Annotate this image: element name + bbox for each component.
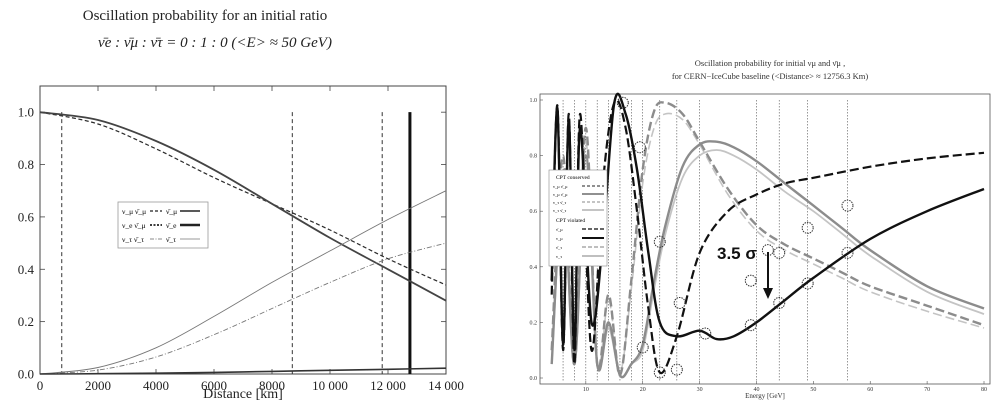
left-legend-row-1-alt: ν̄_μ: [166, 207, 177, 216]
right-circle-marker: [673, 296, 686, 309]
sigma-annotation: 3.5 σ: [717, 244, 757, 263]
right-x-tick-label: 40: [753, 387, 759, 393]
left-chart-title-line2: ν̄e : ν̄μ : ν̄τ = 0 : 1 : 0 (<E> ≈ 50 Ge…: [98, 35, 332, 51]
right-x-axis-label: Energy [GeV]: [745, 392, 785, 400]
left-y-tick-label: 0.4: [18, 262, 35, 277]
right-legend-entry-5: ν̄_μ: [556, 227, 563, 232]
left-plot-frame: [39, 85, 447, 375]
left-series-line-1: [39, 111, 447, 286]
right-x-tick-label: 50: [810, 387, 816, 393]
left-y-tick-label: 0.8: [18, 157, 34, 172]
left-series-line-4: [39, 242, 447, 375]
right-circle-marker: [773, 246, 786, 259]
right-y-tick-label: 1.0: [530, 98, 538, 104]
right-legend-entry-3: ν_τ ν̄_τ: [553, 200, 567, 205]
right-x-tick-label: 70: [924, 387, 930, 393]
right-chart-title-line1: Oscillation probability for initial νμ a…: [695, 58, 845, 68]
left-y-tick-label: 1.0: [18, 105, 34, 120]
right-y-tick-label: 0.6: [530, 209, 538, 215]
left-y-tick-label: 0.2: [18, 314, 34, 329]
right-circle-marker: [670, 363, 683, 376]
right-legend: CPT conserved ν_μ ν̄_μ ν_μ ν̄_μ ν_τ ν̄_τ…: [548, 169, 608, 267]
left-x-tick-label: 12 000: [370, 378, 406, 393]
left-x-tick-label: 0: [37, 378, 44, 393]
right-x-tick-label: 10: [583, 387, 589, 393]
right-circle-marker: [744, 319, 757, 332]
right-chart-title-line2: for CERN−IceCube baseline (<Distance> ≈ …: [672, 71, 868, 81]
left-legend-row-3-alt: ν̄_τ: [166, 235, 176, 244]
left-series-line-3: [39, 190, 447, 375]
right-y-tick-label: 0.0: [530, 376, 538, 382]
right-x-tick-label: 60: [867, 387, 873, 393]
right-circle-marker: [699, 327, 712, 340]
right-legend-entry-7: ν̄_τ: [556, 245, 562, 250]
left-x-axis-label: Distance [km]: [203, 387, 283, 402]
right-series-group: [550, 92, 985, 379]
left-x-tick-label: 6000: [201, 378, 227, 393]
left-x-tick-label: 8000: [259, 378, 285, 393]
right-series-line-1: [550, 99, 985, 375]
left-series-line-2: [39, 111, 447, 302]
sigma-arrow: [763, 252, 773, 299]
left-legend-row-2-label: ν_e ν̄_μ: [122, 221, 146, 230]
right-y-tick-label: 0.8: [530, 154, 538, 160]
left-chart-title-line1: Oscillation probability for an initial r…: [83, 8, 328, 24]
right-axes: 10 20 30 40 50 60 70 80 0.0 0.2 0.4 0.6 0.8 1.0: [530, 98, 988, 393]
right-circle-marker: [616, 96, 629, 109]
right-y-tick-label: 0.2: [530, 320, 538, 326]
right-circle-markers: [616, 96, 854, 379]
right-circle-marker: [841, 246, 854, 259]
right-circle-marker: [841, 199, 854, 212]
left-x-tick-label: 2000: [85, 378, 111, 393]
left-y-tick-label: 0.0: [18, 367, 34, 382]
right-legend-entry-2: ν_μ ν̄_μ: [553, 192, 568, 197]
right-legend-header-violated: CPT violated: [556, 218, 585, 224]
right-circle-marker: [773, 296, 786, 309]
right-circle-marker: [653, 235, 666, 248]
right-circle-marker: [653, 366, 666, 379]
right-legend-entry-6: ν_μ: [556, 236, 563, 241]
right-circle-marker: [636, 341, 649, 354]
right-legend-entry-4: ν_τ ν̄_τ: [553, 208, 567, 213]
left-x-tick-label: 10 000: [312, 378, 348, 393]
right-series-line-5: [550, 112, 985, 374]
right-y-tick-label: 0.4: [530, 265, 538, 271]
right-plot-frame: [539, 93, 991, 385]
right-x-tick-label: 30: [697, 387, 703, 393]
right-x-tick-label: 20: [640, 387, 646, 393]
right-legend-header-conserved: CPT conserved: [556, 175, 590, 181]
right-legend-entry-1: ν_μ ν̄_μ: [553, 184, 568, 189]
left-legend: ν_μ ν̄_μ ν̄_μ ν_e ν̄_μ ν̄_e ν_τ ν̄_τ ν̄_…: [117, 201, 209, 249]
left-legend-row-3-label: ν_τ ν̄_τ: [122, 235, 144, 244]
left-x-tick-label: 14 000: [428, 378, 464, 393]
right-x-tick-label: 80: [981, 387, 987, 393]
right-series-line-3: [550, 101, 985, 377]
left-legend-row-2-alt: ν̄_e: [166, 221, 177, 230]
left-y-tick-label: 0.6: [18, 209, 35, 224]
left-vertical-markers: [61, 112, 412, 374]
left-axes: 0 2000 4000 6000 8000 10 000 12 000 14 000 0.0 0.…: [18, 86, 464, 393]
left-x-tick-label: 4000: [143, 378, 169, 393]
right-circle-marker: [801, 221, 814, 234]
left-legend-row-1-label: ν_μ ν̄_μ: [122, 207, 146, 216]
left-series-line-5: [39, 367, 447, 375]
right-legend-entry-8: ν_τ: [556, 254, 562, 259]
right-circle-marker: [744, 274, 757, 287]
right-circle-marker: [633, 141, 646, 154]
right-series-line-2: [550, 92, 985, 352]
right-circle-marker: [801, 277, 814, 290]
left-series-group: [39, 111, 447, 375]
